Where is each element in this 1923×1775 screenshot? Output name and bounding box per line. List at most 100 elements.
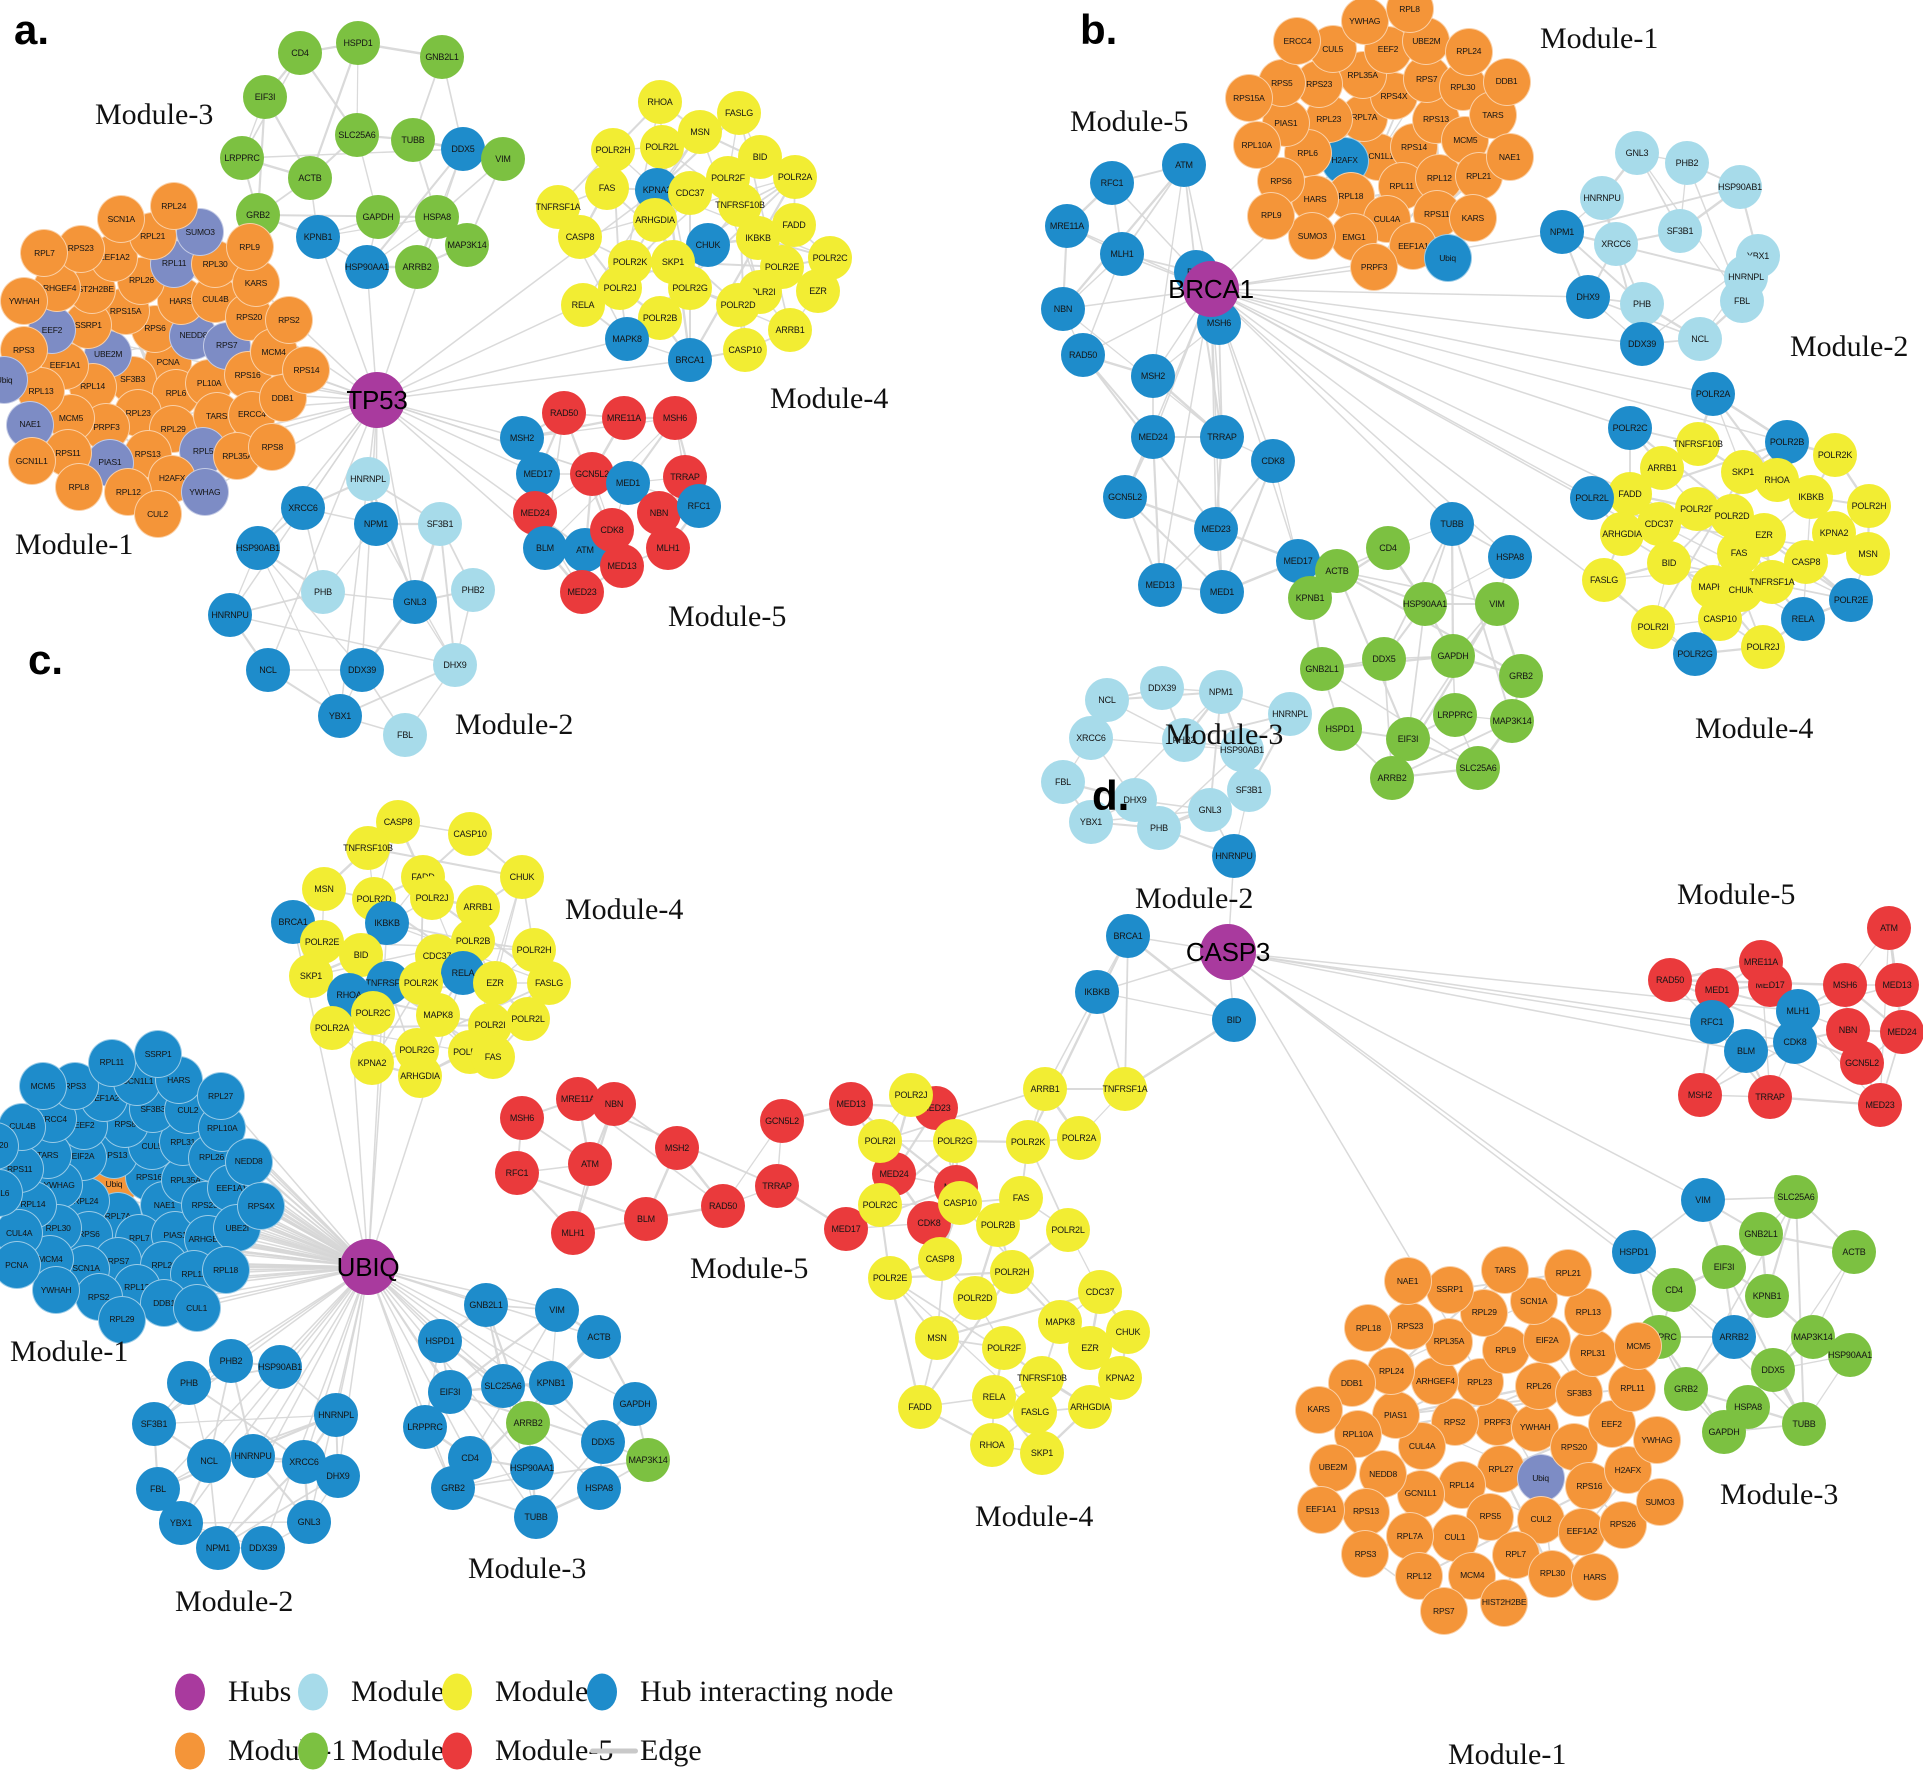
- node-MED24: MED24: [1880, 1010, 1923, 1054]
- node-RAD50: RAD50: [542, 391, 586, 435]
- module-label: Module-3: [1720, 1478, 1839, 1511]
- node-FASLG: FASLG: [1013, 1390, 1057, 1434]
- node-CHUK: CHUK: [1106, 1310, 1150, 1354]
- node-RPL26: RPL26: [1514, 1362, 1563, 1411]
- node-RAD50: RAD50: [701, 1184, 745, 1228]
- node-KARS: KARS: [1294, 1385, 1343, 1434]
- edge: [367, 1266, 604, 1443]
- node-MED17: MED17: [516, 452, 560, 496]
- node-EIF3I: EIF3I: [428, 1370, 472, 1414]
- node-RPL7A: RPL7A: [1385, 1511, 1434, 1560]
- node-BID: BID: [1647, 541, 1691, 585]
- node-KPNB1: KPNB1: [296, 215, 340, 259]
- node-HSPD1: HSPD1: [1612, 1230, 1656, 1274]
- node-MSH6: MSH6: [653, 396, 697, 440]
- edge: [252, 1266, 369, 1457]
- node-ARHGDIA: ARHGDIA: [1068, 1385, 1112, 1429]
- node-Ubiq: Ubiq: [1423, 233, 1472, 282]
- node-ARHGDIA: ARHGDIA: [398, 1054, 442, 1098]
- node-BLM: BLM: [1724, 1029, 1768, 1073]
- edge: [1561, 231, 1747, 278]
- legend-label: Hub interacting node: [640, 1675, 894, 1708]
- node-SLC25A6: SLC25A6: [1456, 746, 1500, 790]
- node-CHUK: CHUK: [500, 855, 544, 899]
- node-RPL24: RPL24: [1367, 1347, 1416, 1396]
- edge: [936, 1290, 1101, 1340]
- node-RPL24: RPL24: [149, 182, 198, 231]
- node-IKBKB: IKBKB: [1075, 970, 1119, 1014]
- edge: [1124, 288, 1212, 498]
- node-POLR2K: POLR2K: [1006, 1120, 1050, 1164]
- node-MAP3K14: MAP3K14: [1490, 699, 1534, 743]
- node-TNFRSF1A: TNFRSF1A: [1750, 560, 1795, 604]
- node-CUL2: CUL2: [1517, 1495, 1565, 1544]
- node-MSN: MSN: [915, 1316, 959, 1360]
- node-EIF3I: EIF3I: [1702, 1245, 1746, 1289]
- node-EZR: EZR: [796, 269, 840, 313]
- node-DDB1: DDB1: [1482, 57, 1531, 106]
- node-FBL: FBL: [1720, 279, 1764, 323]
- node-DDX5: DDX5: [1362, 637, 1406, 681]
- node-DDX5: DDX5: [1751, 1348, 1795, 1392]
- edge: [1090, 691, 1222, 823]
- node-YWHAG: YWHAG: [180, 467, 229, 516]
- module-label: Module-4: [1695, 712, 1814, 745]
- node-YWHAH: YWHAH: [32, 1266, 81, 1315]
- legend-label: Module-1: [228, 1734, 347, 1767]
- node-RELA: RELA: [972, 1375, 1016, 1419]
- node-MAPK8: MAPK8: [605, 317, 649, 361]
- node-RFC1: RFC1: [1690, 1000, 1734, 1044]
- node-GNL3: GNL3: [393, 580, 437, 624]
- legend-label: Edge: [640, 1734, 702, 1767]
- edge: [879, 1088, 1046, 1142]
- edge: [367, 1266, 533, 1469]
- node-CUL1: CUL1: [172, 1283, 221, 1332]
- node-MLH1: MLH1: [551, 1211, 595, 1255]
- module-label: Module-5: [690, 1252, 809, 1285]
- node-POLR2L: POLR2L: [1046, 1208, 1090, 1252]
- node-BLM: BLM: [624, 1197, 668, 1241]
- node-MRE11A: MRE11A: [1739, 940, 1783, 984]
- node-CDK8: CDK8: [1773, 1020, 1817, 1064]
- node-YBX1: YBX1: [1069, 800, 1113, 844]
- node-MED13: MED13: [829, 1082, 873, 1126]
- module-label: Module-2: [455, 708, 574, 741]
- node-RPL30: RPL30: [1528, 1549, 1577, 1598]
- node-DHX9: DHX9: [316, 1454, 360, 1498]
- node-KPNA2: KPNA2: [1098, 1356, 1142, 1400]
- node-YBX1: YBX1: [159, 1501, 203, 1545]
- node-HNRNPU: HNRNPU: [1212, 834, 1256, 878]
- node-MED17: MED17: [1276, 539, 1320, 583]
- edge: [217, 1475, 339, 1549]
- node-KPNA2: KPNA2: [350, 1041, 394, 1085]
- node-HARS: HARS: [1570, 1552, 1619, 1601]
- edge: [367, 1266, 636, 1405]
- module-label: Module-4: [975, 1500, 1094, 1533]
- node-HNRNPL: HNRNPL: [346, 457, 390, 501]
- edge: [1026, 935, 1130, 1143]
- panel-letter: b.: [1080, 6, 1118, 53]
- node-POLR2G: POLR2G: [933, 1119, 977, 1163]
- node-TRRAP: TRRAP: [1748, 1075, 1792, 1119]
- node-PHB: PHB: [301, 570, 345, 614]
- node-UBE2M: UBE2M: [1308, 1443, 1357, 1492]
- node-HSPD1: HSPD1: [418, 1319, 462, 1363]
- node-POLR2D: POLR2D: [953, 1276, 997, 1320]
- node-MCM5: MCM5: [18, 1061, 67, 1110]
- node-TRRAP: TRRAP: [755, 1164, 799, 1208]
- node-LRPPRC: LRPPRC: [1433, 693, 1477, 737]
- node-VIM: VIM: [481, 137, 525, 181]
- node-CASP10: CASP10: [448, 812, 492, 856]
- node-CDC37: CDC37: [1637, 502, 1681, 546]
- edge: [535, 1403, 636, 1518]
- node-POLR2A: POLR2A: [310, 1006, 354, 1050]
- node-ARRB1: ARRB1: [768, 308, 812, 352]
- node-HSP90AA1: HSP90AA1: [345, 245, 389, 289]
- node-PHB2: PHB2: [209, 1339, 253, 1383]
- node-POLR2H: POLR2H: [591, 128, 635, 172]
- module-label: Module-2: [1790, 330, 1909, 363]
- node-YWHAG: YWHAG: [1632, 1416, 1681, 1465]
- node-KARS: KARS: [1448, 194, 1497, 243]
- node-CASP10: CASP10: [723, 328, 767, 372]
- node-RPL7: RPL7: [20, 228, 69, 277]
